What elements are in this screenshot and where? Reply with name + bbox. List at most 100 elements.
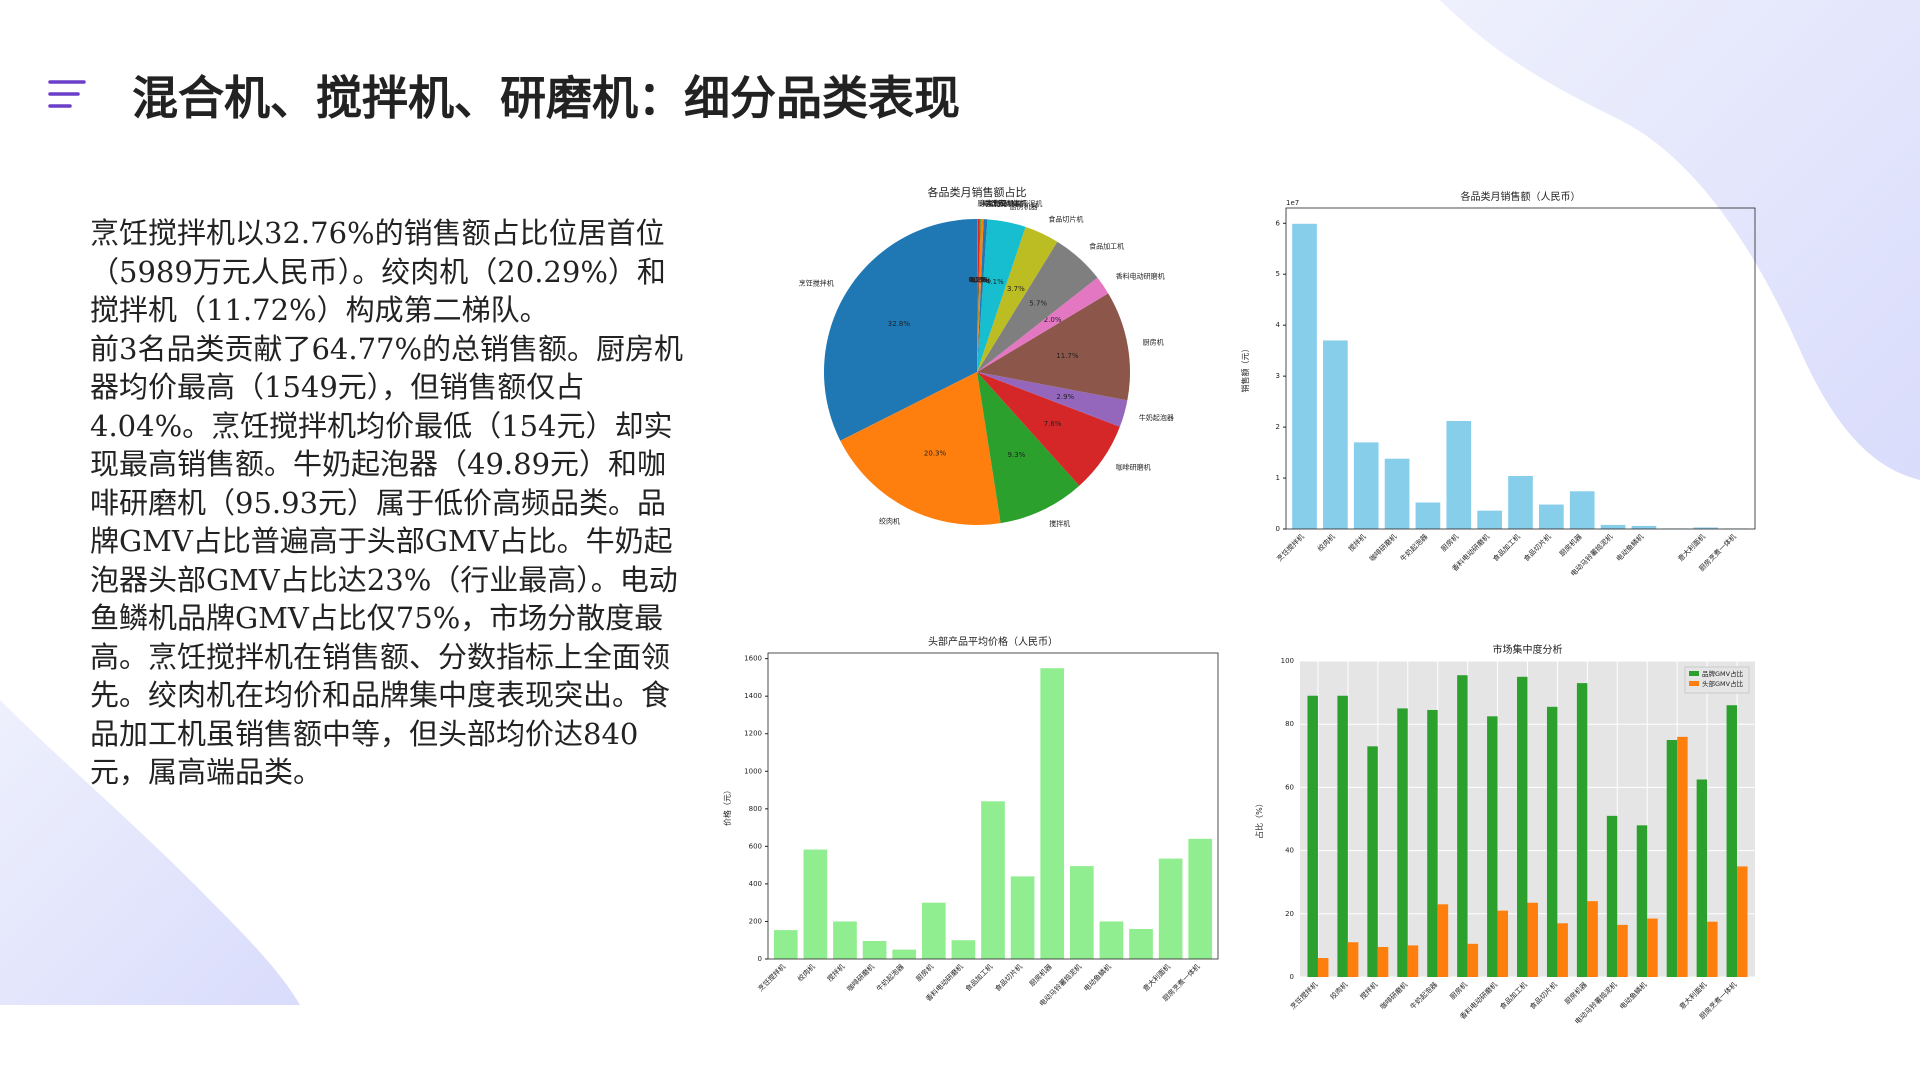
bar [1606,815,1618,977]
bar [1677,736,1688,977]
bar [1696,779,1708,977]
x-tick-label: 烹饪搅拌机 [756,962,787,993]
paragraph: 前3名品类贡献了64.77%的总销售额。厨房机器均价最高（1549元），但销售额… [90,331,684,790]
slice-label: 意大利面机 [979,199,1014,208]
pie-slice [977,219,980,372]
bar [1576,683,1588,977]
x-tick-label: 牛奶起泡器 [874,962,905,993]
x-tick-label: 意大利面机 [1677,980,1708,1011]
slice-label: 食品加工机 [1089,242,1124,251]
pie-slice [977,372,1120,486]
paragraph: 烹饪搅拌机以32.76%的销售额占比位居首位（5989万元人民币）。绞肉机（20… [90,216,666,327]
slice-value-label: 2.9% [1056,393,1074,401]
bar [1099,921,1124,959]
bar [1337,695,1348,977]
slice-label: 香料电动研磨机 [1116,272,1165,281]
bar [1307,695,1318,977]
y-tick-label: 4 [1276,321,1281,329]
x-tick-label: 食品加工机 [963,962,994,993]
pie-slice [977,226,1058,372]
bar [981,801,1005,959]
bar [1527,902,1538,977]
x-tick-label: 绞肉机 [1316,532,1337,553]
x-tick-label: 咖啡研磨机 [1378,980,1409,1011]
bar [1010,876,1035,959]
y-tick-label: 1000 [744,767,762,775]
bar [1437,904,1449,977]
bar [1587,901,1598,977]
x-tick-label: 搅拌机 [1358,980,1379,1001]
slice-label: 烹饪搅拌机 [799,279,834,288]
bar [1415,502,1441,529]
y-tick-label: 100 [1281,657,1294,665]
y-tick-label: 0 [1276,525,1280,533]
bar [1317,958,1329,977]
pie-slice [977,241,1098,372]
axes-frame [767,652,1219,960]
y-tick-label: 200 [749,917,762,925]
x-tick-label: 电动鱼鳞机 [1618,980,1649,1011]
pie-slice [977,219,984,372]
bar [833,921,857,959]
bar [862,940,887,959]
slice-label: 食品切片机 [1048,215,1083,224]
legend-swatch [1689,671,1699,676]
y-tick-label: 1600 [744,655,762,663]
axes-frame [1285,207,1756,530]
bar [1427,709,1438,977]
bar [1477,510,1502,529]
bar [1508,476,1533,529]
pie-slice [823,219,977,441]
bar [951,940,976,959]
bar [1188,838,1213,959]
bar [1323,340,1348,529]
bar [1647,918,1658,977]
y-tick-label: 800 [749,805,762,813]
x-tick-label: 厨房机器 [1027,962,1053,988]
pie-slice [977,277,1109,372]
x-tick-label: 咖啡研磨机 [845,962,876,993]
body-text: 烹饪搅拌机以32.76%的销售额占比位居首位（5989万元人民币）。绞肉机（20… [90,214,690,792]
x-tick-label: 电动鱼鳞机 [1614,532,1645,563]
bar [1069,866,1094,959]
slice-label: 咖啡研磨机 [1116,462,1151,471]
x-tick-label: 食品切片机 [993,962,1024,993]
x-tick-label: 烹饪搅拌机 [1288,980,1319,1011]
x-tick-label: 食品加工机 [1491,532,1522,563]
slice-label: 牛奶起泡器 [1139,413,1174,422]
slice-value-label: 5.7% [1029,300,1047,308]
bar [1040,668,1065,959]
slice-value-label: 3.7% [1007,285,1025,293]
bar [1384,458,1410,529]
bar [1397,708,1408,977]
bar [1557,923,1568,977]
legend-label: 品牌GMV占比 [1702,669,1744,678]
y-tick-label: 400 [749,880,762,888]
y-tick-label: 5 [1276,270,1280,278]
y-axis-label: 销售额（元） [1240,345,1250,393]
bar [1631,525,1657,529]
x-tick-label: 咖啡研磨机 [1367,532,1398,563]
bar [773,930,798,959]
x-tick-label: 绞肉机 [796,962,817,983]
bar [1569,491,1595,529]
bar [1600,524,1626,529]
bar [1636,825,1648,977]
bar [1693,527,1718,529]
y-tick-label: 0 [758,955,762,963]
bar [1158,858,1183,959]
x-tick-label: 厨房机 [1439,532,1460,553]
y-tick-label: 40 [1285,847,1294,855]
y-tick-label: 600 [749,842,762,850]
slice-label: 绞肉机 [879,517,900,526]
x-tick-label: 意大利面机 [1676,532,1707,563]
bar [1129,928,1153,959]
slice-label: 电动鱼鳞机 [983,199,1018,208]
x-tick-label: 牛奶起泡器 [1408,980,1439,1011]
slice-label: 厨房烹煮一体机 [978,199,1027,208]
chart-title: 各品类月销售额（人民币） [1461,190,1581,203]
bar [1546,706,1558,977]
menu-icon [48,80,86,108]
